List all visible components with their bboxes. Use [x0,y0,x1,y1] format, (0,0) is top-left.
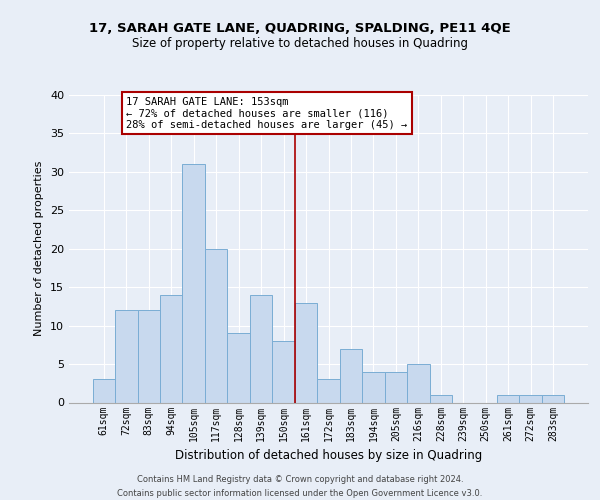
Bar [272,341,295,402]
Bar [362,372,385,402]
Bar [115,310,137,402]
Bar [92,380,115,402]
Bar [430,395,452,402]
Bar [182,164,205,402]
X-axis label: Distribution of detached houses by size in Quadring: Distribution of detached houses by size … [175,449,482,462]
Bar [497,395,520,402]
Bar [407,364,430,403]
Y-axis label: Number of detached properties: Number of detached properties [34,161,44,336]
Text: 17, SARAH GATE LANE, QUADRING, SPALDING, PE11 4QE: 17, SARAH GATE LANE, QUADRING, SPALDING,… [89,22,511,36]
Bar [250,295,272,403]
Bar [385,372,407,402]
Bar [295,302,317,402]
Bar [205,248,227,402]
Bar [340,348,362,403]
Bar [160,295,182,403]
Bar [227,334,250,402]
Text: Contains HM Land Registry data © Crown copyright and database right 2024.
Contai: Contains HM Land Registry data © Crown c… [118,476,482,498]
Text: Size of property relative to detached houses in Quadring: Size of property relative to detached ho… [132,38,468,51]
Bar [542,395,565,402]
Text: 17 SARAH GATE LANE: 153sqm
← 72% of detached houses are smaller (116)
28% of sem: 17 SARAH GATE LANE: 153sqm ← 72% of deta… [126,96,407,130]
Bar [317,380,340,402]
Bar [520,395,542,402]
Bar [137,310,160,402]
